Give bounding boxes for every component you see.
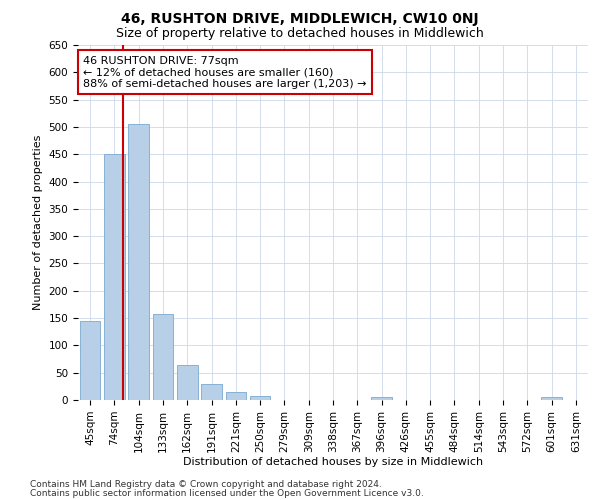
Bar	[177, 364, 197, 400]
Bar	[250, 396, 271, 400]
X-axis label: Distribution of detached houses by size in Middlewich: Distribution of detached houses by size …	[183, 458, 483, 468]
Bar	[226, 392, 246, 400]
Text: 46 RUSHTON DRIVE: 77sqm
← 12% of detached houses are smaller (160)
88% of semi-d: 46 RUSHTON DRIVE: 77sqm ← 12% of detache…	[83, 56, 367, 89]
Bar	[541, 398, 562, 400]
Bar	[80, 321, 100, 400]
Bar	[371, 398, 392, 400]
Bar	[152, 314, 173, 400]
Bar	[201, 384, 222, 400]
Text: Contains public sector information licensed under the Open Government Licence v3: Contains public sector information licen…	[30, 488, 424, 498]
Text: Contains HM Land Registry data © Crown copyright and database right 2024.: Contains HM Land Registry data © Crown c…	[30, 480, 382, 489]
Bar	[104, 154, 125, 400]
Bar	[128, 124, 149, 400]
Text: 46, RUSHTON DRIVE, MIDDLEWICH, CW10 0NJ: 46, RUSHTON DRIVE, MIDDLEWICH, CW10 0NJ	[121, 12, 479, 26]
Y-axis label: Number of detached properties: Number of detached properties	[33, 135, 43, 310]
Text: Size of property relative to detached houses in Middlewich: Size of property relative to detached ho…	[116, 28, 484, 40]
